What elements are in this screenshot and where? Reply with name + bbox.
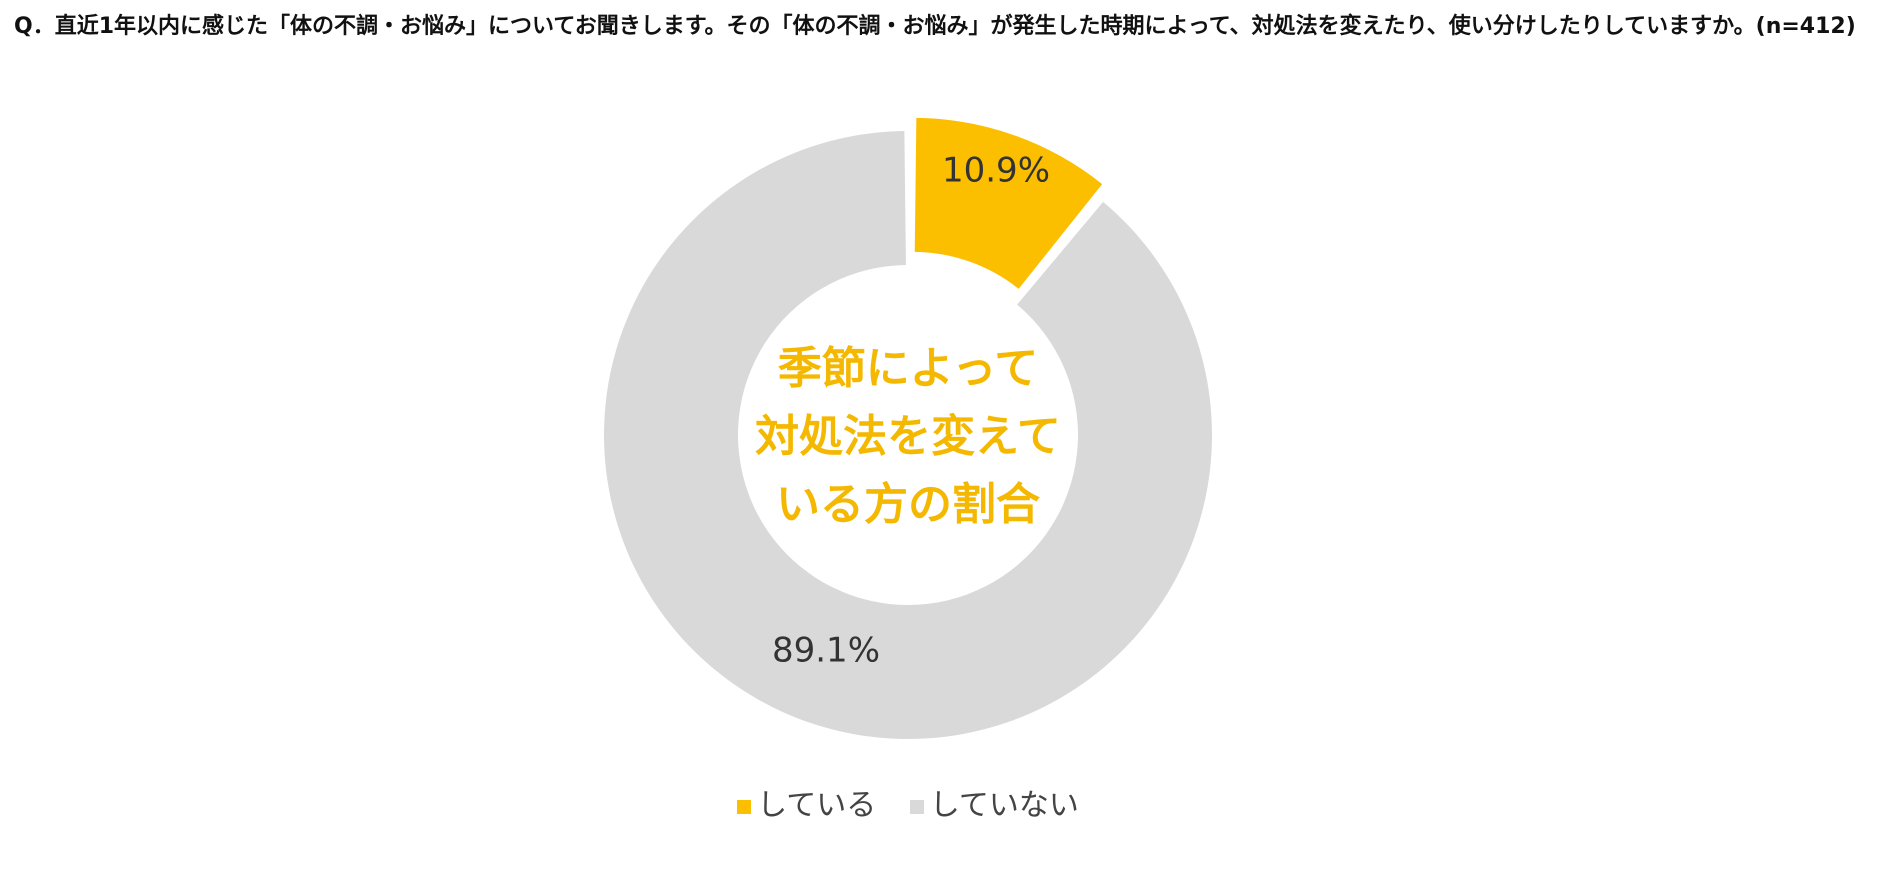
legend-label: している <box>757 788 877 823</box>
data-label-1: 89.1% <box>772 631 880 671</box>
center-label-line-2: 対処法を変えて <box>755 411 1061 462</box>
legend-swatch <box>909 799 924 814</box>
data-label-0: 10.9% <box>942 151 1050 191</box>
chart-title: Q．直近1年以内に感じた「体の不調・お悩み」についてお聞きします。その「体の不調… <box>14 14 1856 39</box>
legend-item-doing: している <box>737 788 876 823</box>
legend: している していない <box>0 780 1816 824</box>
center-label-line-3: いる方の割合 <box>776 479 1040 530</box>
legend-swatch <box>737 799 752 814</box>
donut-slice-0 <box>914 117 1103 289</box>
center-label-line-1: 季節によって <box>777 343 1039 394</box>
legend-item-not-doing: していない <box>909 788 1079 823</box>
donut-slice-1 <box>604 131 1212 740</box>
legend-label: していない <box>929 788 1079 823</box>
